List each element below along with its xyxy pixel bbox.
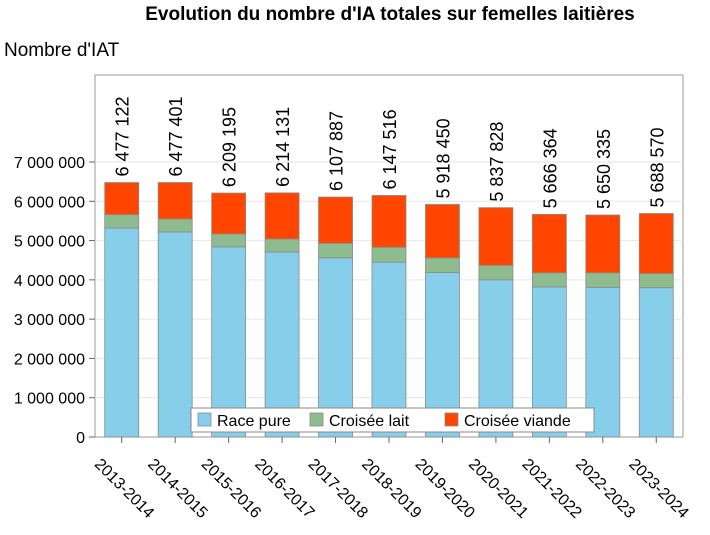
total-label: 5 688 570 (647, 127, 667, 207)
bar-segment-croisee-lait (478, 264, 514, 281)
bars (104, 182, 674, 438)
bar-segment-race-pure (264, 251, 300, 438)
y-axis: 0 1 000 000 2 000 000 3 000 000 4 000 000 5 0… (14, 155, 95, 447)
bar-segment-race-pure (318, 257, 353, 438)
bar-segment-croisee-lait (318, 242, 353, 259)
y-tick-label: 3 000 000 (14, 312, 85, 329)
total-label: 5 837 828 (487, 122, 507, 202)
y-tick-label: 0 (76, 430, 85, 447)
bar-segment-croisee-lait (585, 272, 621, 288)
total-label: 6 477 122 (113, 96, 133, 176)
bar-segment-croisee-lait (104, 214, 140, 229)
bar-segment-croisee-viande (371, 195, 407, 248)
bar-segment-croisee-lait (531, 272, 567, 288)
y-axis-title: Nombre d'IAT (4, 40, 120, 61)
x-axis: 2013-20142014-20152015-20162016-20172017… (91, 437, 692, 522)
legend-swatch-croisee-lait (309, 412, 324, 427)
total-label: 5 918 450 (433, 118, 453, 198)
chart-title: Evolution du nombre d'IA totales sur fem… (145, 4, 635, 25)
bar-segment-croisee-viande (264, 192, 300, 240)
total-label: 5 650 335 (594, 129, 614, 209)
total-label: 5 666 364 (540, 128, 560, 208)
total-labels: 6 477 122 6 477 401 6 209 195 6 214 131 6 10… (113, 96, 668, 209)
y-tick-label: 7 000 000 (14, 155, 85, 172)
y-tick-label: 4 000 000 (14, 273, 85, 290)
bar-segment-croisee-viande (211, 192, 247, 235)
bar-segment-croisee-lait (264, 238, 300, 253)
legend-swatch-race-pure (197, 412, 212, 427)
bar-segment-croisee-lait (211, 233, 247, 248)
bar-segment-croisee-viande (157, 182, 193, 220)
total-label: 6 147 516 (380, 109, 400, 189)
bar-segment-croisee-viande (638, 213, 674, 274)
legend-label-croisee-lait: Croisée lait (329, 413, 410, 430)
bar-segment-croisee-viande (425, 204, 460, 259)
bar-segment-croisee-lait (638, 273, 674, 289)
bar-segment-croisee-viande (104, 182, 140, 216)
bar-segment-croisee-viande (478, 207, 514, 266)
legend-box (190, 407, 595, 433)
bar-segment-croisee-lait (157, 218, 193, 233)
bar-segment-race-pure (104, 227, 140, 438)
y-tick-label: 2 000 000 (14, 351, 85, 368)
y-tick-label: 1 000 000 (14, 391, 85, 408)
total-label: 6 477 401 (166, 96, 186, 176)
total-label: 6 214 131 (273, 107, 293, 187)
bar-segment-croisee-viande (585, 214, 621, 274)
bar-segment-croisee-viande (531, 213, 567, 274)
bar-segment-race-pure (157, 231, 193, 438)
total-label: 6 107 887 (327, 111, 347, 191)
bar-segment-race-pure (638, 287, 674, 438)
bar-segment-croisee-lait (425, 257, 460, 273)
bar-segment-croisee-viande (318, 196, 353, 244)
bar-segment-croisee-lait (371, 246, 407, 263)
y-tick-label: 6 000 000 (14, 194, 85, 211)
legend-label-race-pure: Race pure (217, 413, 291, 430)
legend-label-croisee-viande: Croisée viande (464, 413, 571, 430)
total-label: 6 209 195 (220, 107, 240, 187)
y-tick-label: 5 000 000 (14, 234, 85, 251)
legend: Race pure Croisée lait Croisée viande (190, 407, 595, 433)
bar-segment-race-pure (211, 246, 247, 438)
legend-swatch-croisee-viande (444, 412, 459, 427)
